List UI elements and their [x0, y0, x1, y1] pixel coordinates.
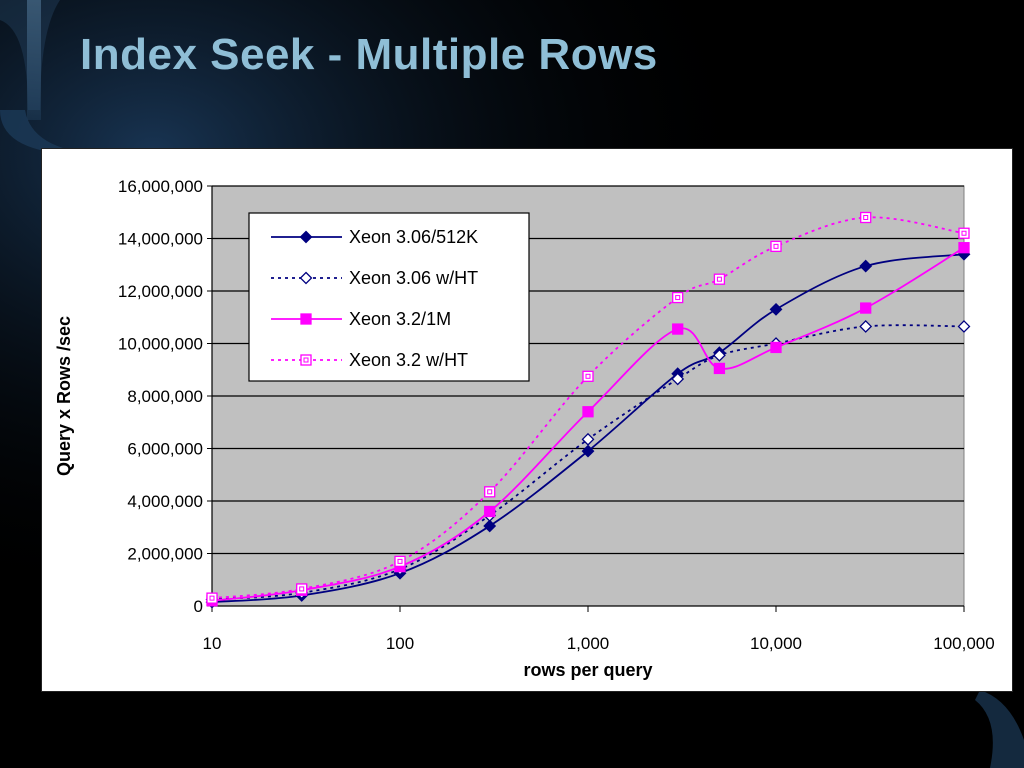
x-tick-label: 10 — [203, 634, 222, 653]
data-point — [713, 362, 726, 375]
y-tick-label: 6,000,000 — [127, 440, 203, 459]
legend-entry: Xeon 3.2/1M — [271, 309, 451, 329]
chart-panel: 0 2,000,000 4,000,000 6,000,000 8,000,000 10,… — [41, 148, 1013, 692]
chart: 0 2,000,000 4,000,000 6,000,000 8,000,000 10,… — [54, 177, 995, 680]
legend-label: Xeon 3.2/1M — [349, 309, 451, 329]
y-tick-label: 0 — [194, 597, 203, 616]
data-point — [581, 432, 595, 446]
data-point — [859, 320, 873, 333]
legend-entry: Xeon 3.06 w/HT — [271, 268, 478, 288]
legend-marker — [299, 230, 313, 244]
x-tick-label: 100 — [386, 634, 414, 653]
y-tick-label: 4,000,000 — [127, 492, 203, 511]
x-axis-title: rows per query — [523, 660, 652, 680]
data-point — [206, 592, 218, 604]
data-point — [859, 259, 873, 273]
legend: Xeon 3.06/512K Xeon 3.06 w/HT Xeon 3.2/1M X… — [248, 212, 530, 382]
data-point — [582, 370, 594, 382]
axes: 0 2,000,000 4,000,000 6,000,000 8,000,000 10,… — [54, 177, 995, 680]
data-point — [672, 323, 684, 335]
data-point — [581, 444, 595, 458]
data-point — [769, 302, 783, 316]
series-4 — [206, 211, 970, 604]
data-point — [394, 555, 406, 568]
series-layer — [205, 211, 971, 609]
data-point — [484, 486, 496, 498]
data-point — [484, 505, 496, 518]
x-tick-label: 1,000 — [567, 634, 610, 653]
data-point — [671, 372, 685, 386]
data-point — [860, 211, 872, 224]
legend-entry: Xeon 3.2 w/HT — [271, 350, 468, 370]
data-point — [770, 341, 782, 354]
data-point — [672, 291, 684, 304]
legend-marker — [299, 271, 313, 285]
data-point — [958, 227, 970, 239]
legend-label: Xeon 3.06/512K — [349, 227, 478, 247]
series-line — [211, 246, 965, 602]
data-point — [296, 583, 308, 595]
legend-label: Xeon 3.2 w/HT — [349, 350, 468, 370]
data-point — [957, 320, 971, 333]
y-tick-label: 2,000,000 — [127, 545, 203, 564]
data-point — [958, 242, 970, 254]
y-axis-title: Query x Rows /sec — [54, 316, 74, 476]
data-point — [770, 240, 782, 253]
y-tick-label: 8,000,000 — [127, 387, 203, 406]
series-line — [211, 216, 965, 600]
data-point — [483, 519, 497, 533]
legend-marker — [300, 313, 312, 325]
data-point — [712, 348, 726, 362]
x-tick-label: 100,000 — [933, 634, 994, 653]
y-tick-label: 16,000,000 — [118, 177, 203, 196]
y-tick-label: 14,000,000 — [118, 230, 203, 249]
data-point — [582, 406, 594, 418]
series-line — [211, 324, 965, 601]
legend-box — [248, 212, 530, 382]
legend-marker — [300, 354, 312, 366]
legend-label: Xeon 3.06 w/HT — [349, 268, 478, 288]
x-tick-label: 10,000 — [750, 634, 802, 653]
data-point — [860, 302, 872, 314]
legend-entry: Xeon 3.06/512K — [271, 227, 478, 247]
y-tick-label: 12,000,000 — [118, 282, 203, 301]
slide-title: Index Seek - Multiple Rows — [80, 30, 658, 79]
y-tick-label: 10,000,000 — [118, 335, 203, 354]
data-point — [713, 273, 726, 285]
series-line — [211, 253, 965, 603]
